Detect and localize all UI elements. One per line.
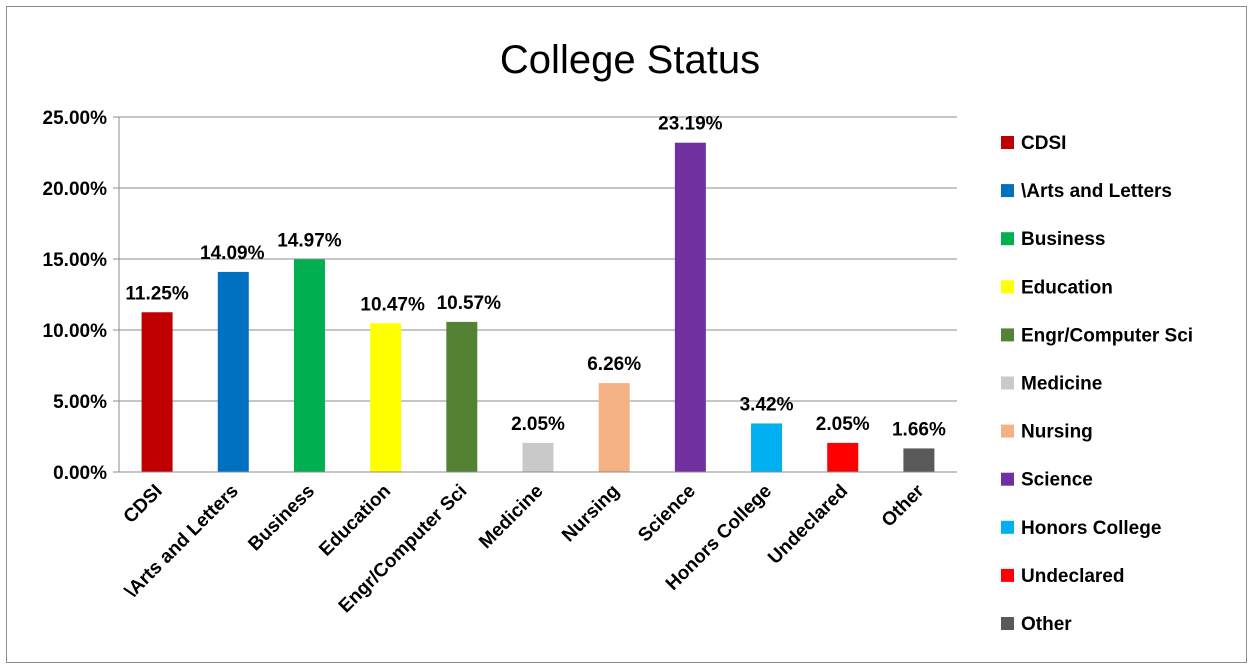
legend-label: CDSI: [1021, 133, 1066, 154]
legend-swatch: [1001, 424, 1014, 438]
legend-swatch: [1001, 617, 1014, 630]
legend-label: Nursing: [1021, 422, 1093, 443]
bar-cdsi: [141, 312, 173, 472]
x-tick-label: Medicine: [475, 481, 547, 553]
x-tick-label: Education: [315, 481, 395, 561]
y-tick-label: 0.00%: [53, 463, 107, 484]
x-tick-label: Engr/Computer Sci: [335, 481, 472, 618]
bar-undeclared: [827, 442, 859, 472]
x-tick-label: Business: [244, 481, 319, 556]
bars: [141, 142, 935, 472]
legend-label: Business: [1021, 229, 1105, 250]
y-tick-label: 10.00%: [43, 321, 108, 342]
data-label: 2.05%: [511, 414, 565, 435]
legend-label: Undeclared: [1021, 566, 1124, 587]
bar-science: [674, 142, 706, 472]
x-tick-label: Undeclared: [764, 481, 852, 569]
data-label: 6.26%: [587, 354, 641, 375]
bar-education: [370, 323, 402, 472]
bar-arts-and-letters: [217, 271, 249, 472]
legend-label: Other: [1021, 614, 1072, 635]
legend-label: Engr/Computer Sci: [1021, 325, 1193, 346]
data-labels: 11.25% 14.09% 14.97% 10.47% 10.57% 2.05% 6.26%…: [125, 114, 946, 441]
y-tick-label: 15.00%: [43, 250, 108, 271]
y-tick-label: 20.00%: [43, 179, 108, 200]
legend-swatch: [1001, 376, 1014, 390]
data-label: 10.57%: [437, 293, 502, 314]
legend-label: \Arts and Letters: [1021, 181, 1172, 202]
y-tick-label: 5.00%: [53, 392, 107, 413]
data-label: 10.47%: [360, 294, 425, 315]
legend-swatch: [1001, 280, 1014, 294]
data-label: 1.66%: [892, 419, 946, 440]
legend-swatch: [1001, 568, 1014, 582]
bar-medicine: [522, 442, 554, 472]
legend-label: Honors College: [1021, 518, 1161, 539]
x-axis: CDSI\Arts and Letters BusinessEducationEn…: [119, 471, 957, 618]
legend-swatch: [1001, 472, 1014, 486]
data-label: 3.42%: [740, 394, 794, 415]
legend-label: Science: [1021, 470, 1093, 491]
bar-business: [293, 259, 325, 472]
x-tick-label: CDSI: [120, 481, 167, 528]
data-label: 14.09%: [200, 243, 265, 264]
legend-swatch: [1001, 328, 1014, 342]
legend-swatch: [1001, 520, 1014, 534]
x-tick-label: Other: [878, 480, 929, 531]
y-axis: 25.00% 20.00% 15.00% 10.00% 5.00% 0.00%: [43, 108, 120, 484]
y-tick-label: 25.00%: [43, 108, 108, 129]
bar-other: [903, 448, 935, 472]
bar-honors-college: [751, 423, 783, 472]
legend-swatch: [1001, 136, 1014, 149]
legend-label: Medicine: [1021, 374, 1102, 395]
data-label: 23.19%: [658, 114, 723, 135]
data-label: 11.25%: [125, 283, 188, 304]
legend-swatch: [1001, 232, 1014, 246]
bar-nursing: [598, 383, 630, 472]
legend-swatch: [1001, 184, 1014, 198]
data-label: 2.05%: [816, 414, 870, 435]
chart-frame: [6, 6, 1247, 663]
x-tick-label: Nursing: [558, 481, 624, 547]
chart-title: College Status: [500, 38, 760, 82]
legend: CDSI \Arts and Letters Business Education En…: [1001, 133, 1193, 635]
legend-label: Education: [1021, 277, 1113, 298]
data-label: 14.97%: [277, 230, 342, 251]
bar-engr-computer-sci: [446, 321, 478, 472]
x-tick-label: Science: [634, 481, 700, 547]
